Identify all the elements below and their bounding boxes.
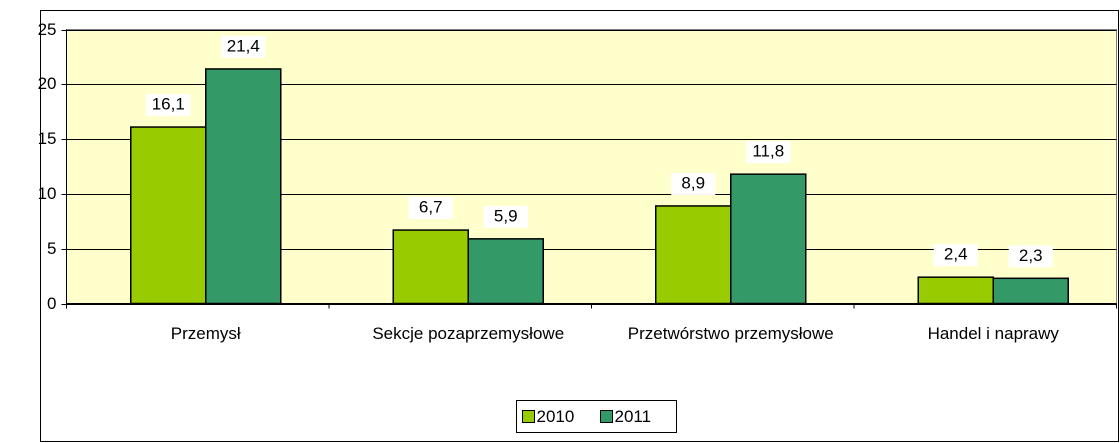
x-tick-label-box: Sekcje pozaprzemysłowe bbox=[372, 323, 565, 343]
value-label: 16,1 bbox=[152, 95, 185, 114]
value-label-bg bbox=[1008, 245, 1053, 268]
value-label: 5,9 bbox=[494, 206, 518, 225]
x-tick-label-box: Handel i naprawy bbox=[927, 323, 1059, 343]
y-tick-label: 5 bbox=[47, 239, 56, 258]
value-label-bg bbox=[408, 197, 453, 220]
value-label: 21,4 bbox=[227, 36, 260, 55]
legend-label: 2010 bbox=[537, 407, 575, 426]
bar bbox=[467, 238, 544, 305]
y-tick-label: 20 bbox=[38, 74, 57, 93]
y-tick-label: 15 bbox=[38, 129, 57, 148]
x-tick-label-box: Przetwórstwo przemysłowe bbox=[627, 323, 834, 343]
x-tick-label-box: Przemysł bbox=[170, 323, 241, 343]
y-tick-label: 25 bbox=[38, 20, 57, 39]
legend-swatch bbox=[522, 410, 535, 423]
value-label: 2,4 bbox=[944, 245, 968, 264]
bar bbox=[655, 205, 732, 305]
x-tick-label: Sekcje pozaprzemysłowe bbox=[372, 323, 565, 343]
value-label-bg bbox=[483, 205, 528, 228]
value-label-bg bbox=[146, 94, 191, 117]
value-label: 6,7 bbox=[419, 198, 443, 217]
x-tick-label: Przemysł bbox=[170, 323, 241, 343]
bar bbox=[917, 276, 994, 305]
value-label-bg bbox=[746, 141, 791, 164]
legend-swatch bbox=[600, 410, 613, 423]
value-label-bg bbox=[933, 244, 978, 267]
bar bbox=[992, 277, 1069, 305]
value-label: 2,3 bbox=[1019, 246, 1043, 265]
bar bbox=[205, 68, 282, 305]
legend-box bbox=[516, 400, 677, 433]
bar bbox=[130, 126, 207, 305]
value-label: 8,9 bbox=[681, 173, 705, 192]
x-tick-label: Przetwórstwo przemysłowe bbox=[627, 323, 834, 343]
y-tick-label: 10 bbox=[38, 184, 57, 203]
x-tick-label: Handel i naprawy bbox=[927, 323, 1059, 343]
legend-label: 2011 bbox=[615, 407, 652, 426]
value-label-bg bbox=[671, 172, 716, 195]
value-label-bg bbox=[221, 35, 266, 58]
y-tick-label: 0 bbox=[47, 294, 56, 313]
bar bbox=[730, 173, 807, 305]
value-label: 11,8 bbox=[752, 142, 784, 161]
bar bbox=[392, 229, 469, 305]
